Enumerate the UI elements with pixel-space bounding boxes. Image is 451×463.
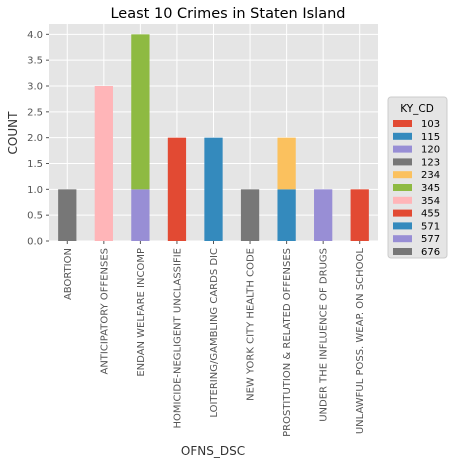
legend-swatch-120 (393, 145, 412, 153)
legend-swatch-345 (393, 184, 412, 191)
x-tick-label: UNDER THE INFLUENCE OF DRUGS (319, 248, 330, 422)
legend-swatch-115 (393, 132, 412, 140)
bar-segment-115 (277, 189, 296, 241)
x-tick-label: ANTICIPATORY OFFENSES (99, 248, 110, 375)
legend-swatch-571 (393, 222, 412, 230)
legend-label-676: 676 (421, 247, 440, 258)
bar-segment-577 (314, 189, 333, 241)
legend-label-354: 354 (421, 196, 440, 207)
legend-label-577: 577 (421, 234, 440, 245)
x-tick-label: UNLAWFUL POSS. WEAP. ON SCHOOL (355, 248, 366, 435)
y-axis-ticks: 0.0 0.5 1.0 1.5 2.0 2.5 3.0 3.5 4.0 (27, 30, 49, 248)
legend-swatch-103 (393, 120, 412, 127)
x-tick-label: HOMICIDE-NEGLIGENT UNCLASSIFIE (172, 248, 183, 429)
legend-label-345: 345 (421, 183, 440, 194)
x-tick-label: NEW YORK CITY HEALTH CODE (246, 248, 257, 401)
bar-segment-676 (58, 189, 77, 241)
y-tick-label: 1.5 (27, 159, 43, 170)
bar-segment-354 (94, 86, 113, 241)
bar-segment-571 (204, 137, 223, 241)
legend-swatch-676 (393, 248, 412, 255)
y-tick-label: 0.5 (27, 211, 43, 222)
bar-segment-120 (131, 189, 150, 241)
bar-segment-234 (277, 137, 296, 190)
y-tick-label: 2.5 (27, 107, 43, 118)
legend-label-455: 455 (421, 209, 440, 220)
bar-segment-455 (167, 137, 187, 241)
y-axis-label: COUNT (6, 111, 20, 155)
legend-label-103: 103 (421, 119, 440, 130)
y-tick-label: 3.0 (27, 82, 43, 93)
bar-segment-345 (131, 34, 150, 190)
bar-segment-123 (240, 189, 260, 241)
y-tick-label: 4.0 (27, 30, 43, 41)
y-tick-label: 0.0 (27, 237, 43, 248)
x-axis-label: OFNS_DSC (181, 444, 245, 458)
chart-title: Least 10 Crimes in Staten Island (110, 6, 345, 22)
legend-swatch-123 (393, 158, 412, 166)
y-tick-label: 2.0 (27, 133, 43, 144)
legend-title: KY_CD (400, 103, 434, 115)
legend-label-120: 120 (421, 145, 440, 156)
y-tick-label: 1.0 (27, 185, 43, 196)
x-axis-ticks: ABORTION ANTICIPATORY OFFENSES ENDAN WELFA… (63, 241, 366, 437)
bar-segment-103 (350, 189, 369, 241)
bars (58, 34, 369, 241)
legend-label-123: 123 (421, 157, 440, 168)
y-tick-label: 3.5 (27, 56, 43, 67)
legend-label-115: 115 (421, 132, 440, 143)
x-tick-label: PROSTITUTION & RELATED OFFENSES (282, 248, 293, 437)
legend-swatch-577 (393, 235, 412, 243)
x-tick-label: ABORTION (63, 248, 74, 300)
legend-label-234: 234 (421, 170, 440, 181)
legend-label-571: 571 (421, 221, 440, 232)
x-tick-label: ENDAN WELFARE INCOMP (136, 248, 147, 377)
x-tick-label: LOITERING/GAMBLING CARDS DIC (209, 248, 220, 418)
legend-swatch-234 (393, 171, 412, 179)
legend-swatch-455 (393, 209, 412, 217)
legend-swatch-354 (393, 196, 412, 204)
